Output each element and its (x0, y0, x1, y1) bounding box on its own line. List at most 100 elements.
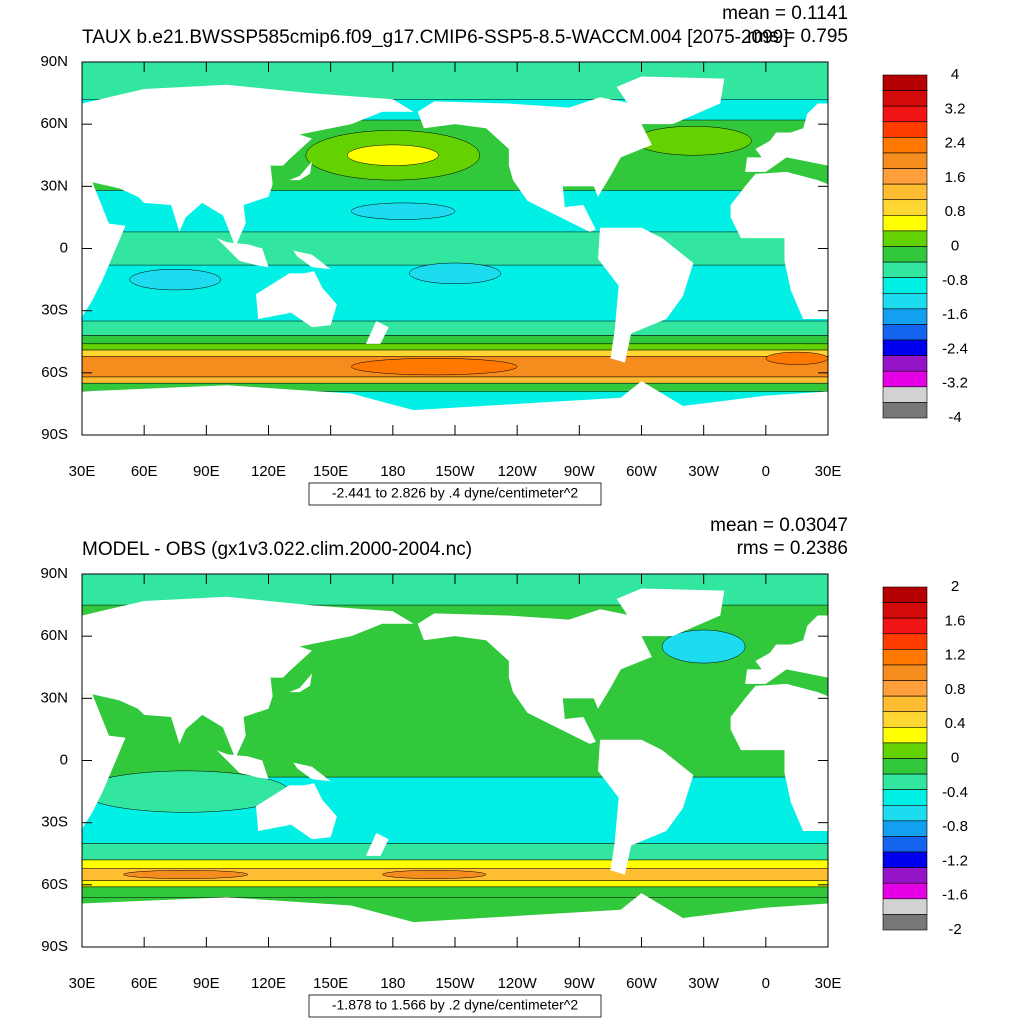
field-blob (409, 262, 501, 284)
colorbar-label: -0.4 (942, 784, 968, 801)
rms-label: rms = 0.795 (747, 26, 848, 47)
y-tick-label: 30S (41, 302, 68, 319)
x-tick-label: 30E (69, 463, 96, 480)
colorbar-label: -3.2 (942, 375, 968, 392)
land (365, 833, 389, 856)
x-tick-label: 120E (251, 463, 286, 480)
mean-label: mean = 0.1141 (722, 3, 848, 24)
land (289, 161, 313, 181)
land (365, 321, 389, 344)
x-tick-label: 90E (193, 463, 220, 480)
y-tick-label: 90S (41, 938, 68, 955)
colorbar-box (882, 727, 928, 744)
colorbar-label: 2.4 (945, 135, 966, 152)
land (289, 673, 313, 693)
colorbar-box (882, 90, 928, 107)
colorbar-box (882, 137, 928, 154)
land (597, 227, 694, 363)
land (417, 97, 652, 232)
y-tick-label: 60N (40, 115, 68, 132)
y-tick-label: 60S (41, 876, 68, 893)
colorbar-box (882, 680, 928, 697)
land (82, 182, 126, 317)
field-band (82, 382, 828, 392)
x-tick-label: 60E (131, 975, 158, 992)
colorbar-box (882, 277, 928, 294)
land (745, 103, 828, 172)
land (293, 762, 331, 782)
field-band (82, 349, 828, 357)
colorbar-box (882, 586, 928, 603)
x-tick-label: 30W (688, 975, 720, 992)
colorbar-label: 2 (951, 578, 959, 595)
land (256, 271, 337, 328)
x-tick-label: 180 (380, 463, 405, 480)
field-band (82, 376, 828, 384)
land (216, 750, 269, 780)
colorbar-label: 0 (951, 237, 959, 254)
colorbar-label: 1.6 (945, 612, 966, 629)
colorbar-label: -2.4 (942, 340, 968, 357)
colorbar-box (882, 168, 928, 185)
colorbar-label: 4 (951, 66, 959, 83)
land (82, 84, 414, 247)
field-blob (351, 358, 518, 376)
colorbar-box (882, 649, 928, 666)
colorbar-label: -1.6 (942, 306, 968, 323)
colorbar-box (882, 695, 928, 713)
info-box (308, 482, 602, 506)
land (256, 783, 337, 840)
colorbar-box (882, 898, 928, 915)
field-blob (129, 268, 222, 291)
land (730, 683, 828, 831)
colorbar-label: -0.8 (942, 272, 968, 289)
colorbar-box (882, 882, 928, 900)
info-text: -2.441 to 2.826 by .4 dyne/centimeter^2 (332, 485, 578, 501)
colorbar-box (882, 867, 928, 884)
colorbar-box (882, 308, 928, 325)
colorbar-box (882, 836, 928, 853)
colorbar-box (882, 246, 928, 263)
land (597, 739, 694, 875)
land (293, 250, 331, 270)
colorbar-label: 1.2 (945, 647, 966, 664)
colorbar-box (882, 183, 928, 201)
colorbar-box (882, 804, 928, 822)
info-text: -1.878 to 1.566 by .2 dyne/centimeter^2 (332, 997, 578, 1013)
map-field (82, 62, 828, 435)
land (745, 615, 828, 684)
land (82, 381, 828, 435)
colorbar-box (882, 617, 928, 635)
y-tick-label: 0 (60, 751, 68, 768)
panel-title: MODEL - OBS (gx1v3.022.clim.2000-2004.nc… (82, 539, 472, 560)
colorbar-box (882, 402, 928, 419)
field-blob (382, 870, 487, 879)
x-tick-label: 150W (435, 463, 475, 480)
field-blob (351, 202, 456, 220)
x-tick-label: 30E (69, 975, 96, 992)
x-tick-label: 90W (564, 463, 596, 480)
x-tick-label: 30E (815, 975, 842, 992)
info-box (308, 994, 602, 1018)
colorbar-box (882, 74, 928, 91)
field-blob (765, 351, 828, 365)
colorbar-box (882, 758, 928, 775)
x-tick-label: 0 (762, 975, 770, 992)
y-tick-label: 90N (40, 565, 68, 582)
field-band (82, 335, 828, 345)
colorbar-box (882, 789, 928, 806)
y-tick-label: 90N (40, 53, 68, 70)
x-tick-label: 120W (498, 463, 538, 480)
field-blob (123, 870, 249, 879)
x-tick-label: 150W (435, 975, 475, 992)
field-band (82, 880, 828, 888)
x-tick-label: 0 (762, 463, 770, 480)
field-band (82, 843, 828, 861)
field-band (82, 859, 828, 869)
x-tick-label: 60W (626, 463, 658, 480)
x-tick-label: 180 (380, 975, 405, 992)
colorbar-label: 0 (951, 749, 959, 766)
x-tick-label: 150E (313, 975, 348, 992)
colorbar-label: -1.6 (942, 887, 968, 904)
